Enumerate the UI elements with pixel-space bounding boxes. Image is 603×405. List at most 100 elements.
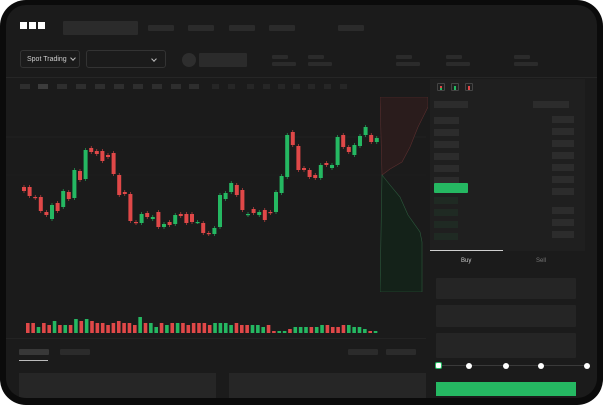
filter-button[interactable] bbox=[386, 349, 416, 355]
price-ticker bbox=[199, 53, 247, 67]
search-bar[interactable] bbox=[63, 21, 138, 35]
volume-bar bbox=[266, 325, 271, 333]
candle bbox=[352, 145, 357, 155]
depth-chart bbox=[380, 97, 428, 292]
candle bbox=[212, 228, 217, 234]
nav-item[interactable] bbox=[338, 25, 364, 31]
candle bbox=[94, 151, 99, 154]
volume-bar bbox=[325, 325, 330, 333]
candle bbox=[195, 222, 200, 224]
candle bbox=[55, 203, 60, 211]
slider-stop-75[interactable] bbox=[538, 363, 544, 369]
drawing-tool-icon[interactable] bbox=[308, 84, 315, 89]
volume-bar bbox=[90, 321, 94, 333]
volume-bar bbox=[245, 325, 249, 333]
candle bbox=[128, 194, 133, 221]
nav-item[interactable] bbox=[148, 25, 174, 31]
amount-input[interactable] bbox=[436, 305, 576, 327]
candle bbox=[33, 197, 38, 199]
volume-bar bbox=[298, 327, 303, 333]
interval-button[interactable] bbox=[114, 84, 124, 89]
okx-logo[interactable] bbox=[20, 22, 45, 29]
volume-bar bbox=[256, 325, 260, 333]
total-input[interactable] bbox=[436, 333, 576, 358]
tab-buy[interactable]: Buy bbox=[461, 258, 472, 264]
filter-button[interactable] bbox=[348, 349, 378, 355]
drawing-tool-icon[interactable] bbox=[293, 84, 300, 89]
candle bbox=[78, 171, 82, 180]
interval-button[interactable] bbox=[133, 84, 143, 89]
candle bbox=[318, 165, 323, 178]
volume-bar bbox=[95, 323, 100, 333]
nav-item[interactable] bbox=[229, 25, 255, 31]
candle bbox=[262, 210, 267, 220]
volume-bar bbox=[347, 325, 351, 333]
interval-button[interactable] bbox=[95, 84, 105, 89]
book-view-both-icon[interactable] bbox=[437, 83, 445, 91]
drawing-tool-icon[interactable] bbox=[278, 84, 285, 89]
tab-sell[interactable]: Sell bbox=[536, 258, 547, 264]
interval-button[interactable] bbox=[57, 84, 67, 89]
volume-bar bbox=[373, 331, 378, 333]
candle bbox=[190, 214, 194, 222]
candle bbox=[296, 146, 301, 170]
interval-button[interactable] bbox=[76, 84, 86, 89]
volume-bar bbox=[336, 327, 340, 333]
interval-button[interactable] bbox=[38, 84, 48, 89]
book-view-asks-icon[interactable] bbox=[465, 83, 473, 91]
candle bbox=[72, 170, 77, 198]
interval-button[interactable] bbox=[189, 84, 199, 89]
volume-bar bbox=[68, 325, 73, 333]
interval-button[interactable] bbox=[152, 84, 162, 89]
app-screen: Spot Trading Buy Sell bbox=[6, 5, 597, 398]
interval-button[interactable] bbox=[20, 84, 30, 89]
candle bbox=[346, 147, 351, 152]
tab-open-orders[interactable] bbox=[19, 349, 49, 355]
stat-value bbox=[272, 62, 296, 66]
interval-button[interactable] bbox=[171, 84, 181, 89]
candle bbox=[106, 155, 110, 157]
slider-handle[interactable] bbox=[435, 362, 442, 369]
volume-bar bbox=[240, 325, 244, 333]
volume-bar bbox=[36, 327, 41, 333]
drawing-tool-icon[interactable] bbox=[212, 84, 219, 89]
ask-price bbox=[434, 141, 459, 148]
drawing-tool-icon[interactable] bbox=[340, 84, 347, 89]
drawing-tool-icon[interactable] bbox=[324, 84, 331, 89]
nav-item[interactable] bbox=[269, 25, 295, 31]
volume-bar bbox=[63, 325, 68, 333]
candle bbox=[150, 217, 155, 219]
candle bbox=[100, 151, 105, 161]
last-price bbox=[434, 183, 468, 193]
divider bbox=[6, 77, 597, 78]
buy-button[interactable] bbox=[436, 382, 576, 396]
candle bbox=[223, 193, 228, 199]
slider-stop-25[interactable] bbox=[466, 363, 472, 369]
candle bbox=[285, 135, 290, 177]
slider-stop-100[interactable] bbox=[584, 363, 590, 369]
bid-price bbox=[434, 221, 458, 228]
volume-bar bbox=[288, 329, 292, 333]
ask-amount bbox=[552, 188, 574, 195]
stat-label bbox=[396, 55, 412, 59]
volume-bar bbox=[138, 317, 142, 333]
slider-stop-50[interactable] bbox=[503, 363, 509, 369]
candle bbox=[229, 183, 234, 192]
tab-order-history[interactable] bbox=[60, 349, 90, 355]
ask-price bbox=[434, 153, 459, 160]
volume-bar bbox=[304, 327, 308, 333]
pair-selector[interactable] bbox=[86, 50, 166, 68]
drawing-tool-icon[interactable] bbox=[228, 84, 235, 89]
candle bbox=[89, 148, 94, 152]
market-selector[interactable]: Spot Trading bbox=[20, 50, 80, 68]
drawing-tool-icon[interactable] bbox=[263, 84, 270, 89]
price-input[interactable] bbox=[436, 278, 576, 299]
slider-track[interactable] bbox=[439, 365, 587, 366]
candle bbox=[341, 135, 346, 147]
candlestick-chart[interactable] bbox=[6, 93, 426, 333]
nav-item[interactable] bbox=[188, 25, 214, 31]
volume-bar bbox=[181, 323, 185, 333]
drawing-tool-icon[interactable] bbox=[247, 84, 254, 89]
book-view-bids-icon[interactable] bbox=[451, 83, 459, 91]
candle bbox=[83, 150, 88, 179]
